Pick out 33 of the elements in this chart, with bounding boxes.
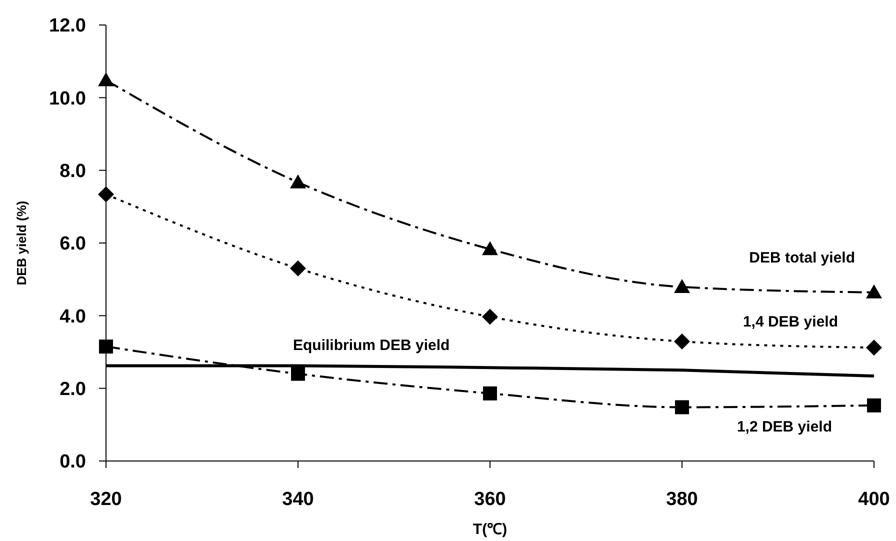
point [674, 278, 690, 293]
point [290, 260, 306, 276]
point [866, 340, 882, 356]
y-tick-label: 4.0 [60, 306, 86, 328]
point [291, 366, 305, 381]
point [98, 72, 114, 86]
x-tick-label: 380 [666, 489, 698, 510]
point [866, 284, 882, 298]
series-label: 1,4 DEB yield [742, 314, 838, 331]
y-tick-label: 8.0 [60, 160, 86, 182]
series-label: Equilibrium DEB yield [293, 336, 450, 354]
y-tick-label: 6.0 [60, 234, 86, 255]
y-tick-label: 2.0 [60, 378, 86, 400]
point [99, 340, 113, 354]
point [482, 308, 498, 325]
point [867, 398, 881, 412]
point [98, 186, 114, 202]
y-tick-label: 0.0 [60, 452, 86, 473]
x-tick-label: 400 [858, 489, 890, 510]
x-axis-title: T(℃) [472, 521, 508, 538]
y-axis-title: DEB yield (%) [14, 200, 29, 286]
x-tick-label: 320 [90, 489, 122, 510]
series-label: DEB total yield [749, 249, 855, 266]
x-tick-label: 360 [474, 489, 506, 510]
point [675, 400, 689, 414]
y-tick-label: 12.0 [49, 16, 86, 37]
point [290, 174, 306, 188]
series-label: 1,2 DEB yield [736, 418, 832, 436]
y-tick-label: 10.0 [49, 88, 86, 110]
point [482, 241, 498, 256]
point [674, 333, 690, 350]
x-tick-label: 340 [282, 489, 314, 510]
point [483, 386, 497, 400]
